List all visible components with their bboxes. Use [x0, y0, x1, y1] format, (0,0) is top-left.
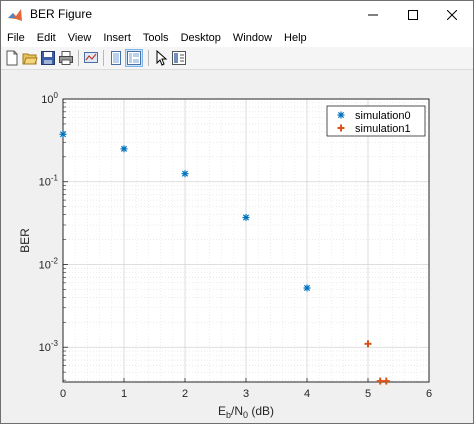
- marker-stroke: [303, 284, 311, 292]
- link-plot-icon[interactable]: [83, 50, 99, 66]
- y-tick-label: 10-3: [39, 339, 59, 354]
- axis-ticks: [62, 98, 430, 382]
- marker-stroke: [242, 214, 250, 221]
- y-tick-label: 10-2: [39, 256, 59, 271]
- save-icon[interactable]: [40, 50, 56, 66]
- data-point-simulation0: [303, 284, 311, 292]
- menu-insert[interactable]: Insert: [103, 32, 131, 44]
- legend-entry-simulation1: simulation1: [355, 123, 411, 135]
- matlab-logo-icon: [8, 9, 22, 21]
- menu-window[interactable]: Window: [232, 32, 273, 44]
- legend-marker-simulation0: [337, 111, 345, 119]
- x-tick-label: 5: [365, 388, 371, 400]
- show-plot-tools-icon[interactable]: [125, 49, 143, 67]
- data-markers: [59, 130, 390, 385]
- toolbar-separator: [103, 50, 104, 66]
- data-point-simulation1: [382, 377, 390, 385]
- y-tick-label: 100: [41, 91, 58, 106]
- menu-edit[interactable]: Edit: [36, 32, 56, 44]
- figure-canvas: 0 1 2 3 4 5 6 100 10-1 10-2 10-3 Eb/N0 (dB) BER s…: [1, 70, 473, 423]
- maximize-button[interactable]: [390, 1, 436, 29]
- minimize-button[interactable]: [350, 1, 396, 29]
- menu-bar: File Edit View Insert Tools Desktop Wind…: [1, 29, 473, 47]
- x-tick-label: 0: [60, 388, 66, 400]
- data-point-simulation1: [376, 377, 384, 385]
- x-tick-label: 6: [426, 388, 432, 400]
- toolbar-separator: [78, 50, 79, 66]
- x-tick-label: 3: [243, 388, 249, 400]
- close-button[interactable]: [429, 1, 474, 29]
- ber-plot[interactable]: 0 1 2 3 4 5 6 100 10-1 10-2 10-3 Eb/N0 (dB) BER s…: [1, 70, 473, 423]
- maximize-icon: [408, 10, 418, 20]
- edit-plot-arrow-icon[interactable]: [153, 50, 169, 66]
- x-tick-labels: 0 1 2 3 4 5 6: [60, 388, 432, 400]
- toolbar-separator: [148, 50, 149, 66]
- data-point-simulation1: [364, 340, 372, 348]
- minimize-icon: [368, 14, 378, 16]
- data-point-simulation0: [181, 170, 189, 178]
- y-tick-label: 10-1: [39, 174, 59, 189]
- marker-stroke: [120, 145, 128, 152]
- print-icon[interactable]: [58, 50, 74, 66]
- new-figure-icon[interactable]: [4, 50, 20, 66]
- x-axis-label: Eb/N0 (dB): [218, 404, 274, 420]
- close-icon: [447, 10, 457, 20]
- menu-desktop[interactable]: Desktop: [180, 32, 221, 44]
- insert-colorbar-icon[interactable]: [171, 50, 187, 66]
- marker-stroke: [59, 131, 67, 138]
- x-tick-label: 1: [121, 388, 127, 400]
- x-tick-label: 2: [182, 388, 188, 400]
- marker-stroke: [181, 170, 189, 177]
- y-tick-labels: 100 10-1 10-2 10-3: [39, 91, 59, 354]
- hide-plot-tools-icon[interactable]: [108, 50, 124, 66]
- marker-stroke: [337, 111, 345, 119]
- title-bar: BER Figure: [1, 1, 473, 29]
- data-point-simulation0: [120, 145, 128, 153]
- open-file-icon[interactable]: [22, 50, 38, 66]
- legend-box: [326, 105, 426, 137]
- data-point-simulation0: [242, 213, 250, 221]
- legend-entry-simulation0: simulation0: [355, 110, 411, 122]
- legend-marker-simulation1: [337, 124, 345, 132]
- menu-tools[interactable]: Tools: [142, 32, 169, 44]
- data-point-simulation0: [59, 130, 67, 138]
- toolbar: [1, 47, 473, 70]
- menu-help[interactable]: Help: [284, 32, 307, 44]
- x-tick-label: 4: [304, 388, 310, 400]
- window-title: BER Figure: [30, 7, 93, 21]
- y-axis-label: BER: [18, 228, 32, 253]
- menu-file[interactable]: File: [7, 32, 25, 44]
- menu-view[interactable]: View: [67, 32, 92, 44]
